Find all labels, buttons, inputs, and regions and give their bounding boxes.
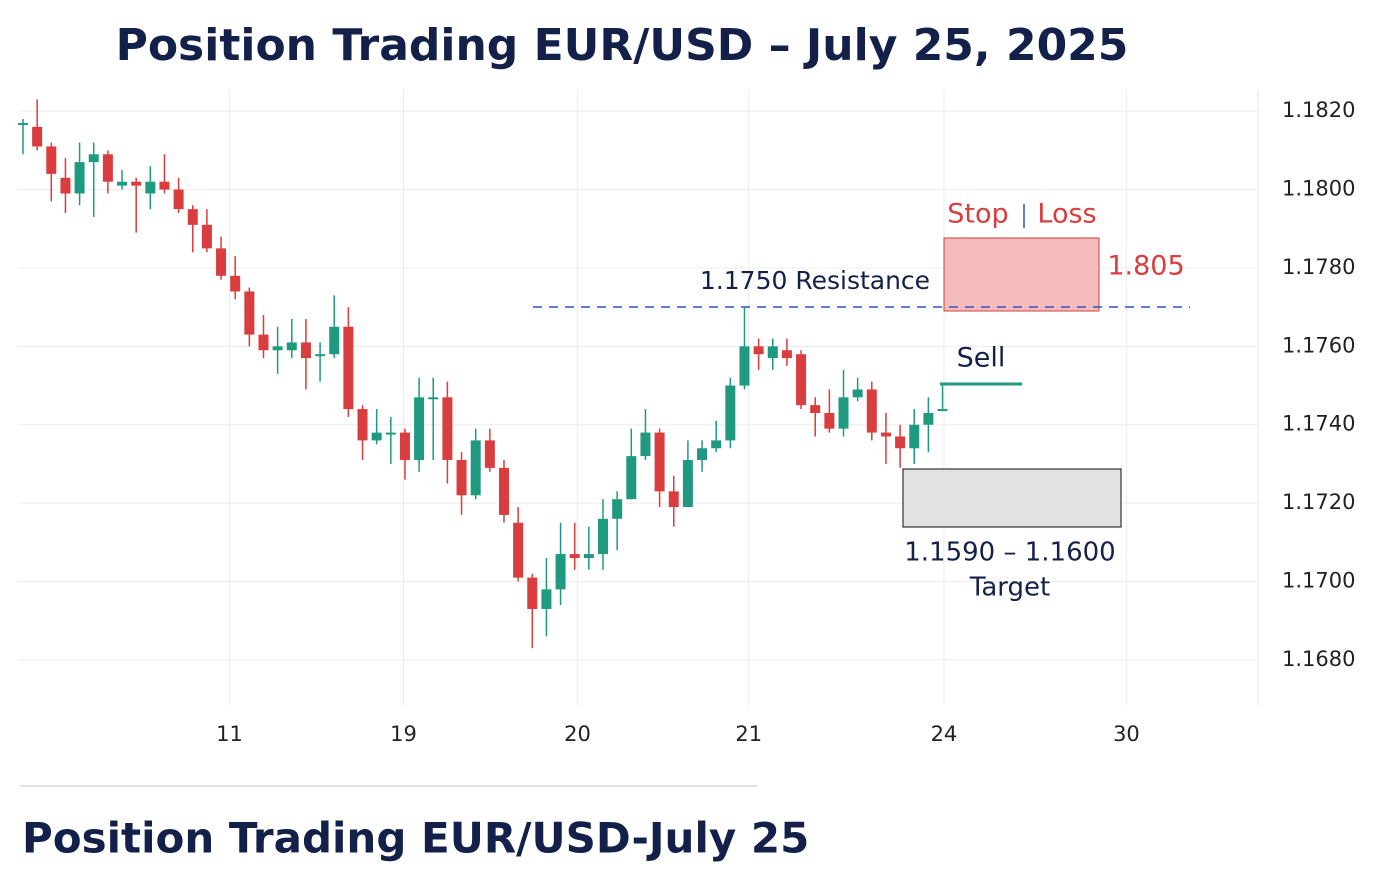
candle-body [399,432,410,461]
candle-body [598,518,609,555]
x-tick-label: 21 [735,722,762,746]
candle-body [300,342,311,359]
candle-body [513,522,524,578]
y-tick-label: 1.1820 [1282,98,1355,122]
candle-body [216,248,227,276]
y-tick-label: 1.1800 [1282,177,1355,201]
y-tick-label: 1.1720 [1282,490,1355,514]
candle-body [612,499,623,519]
candle-body [767,346,778,359]
y-tick-label: 1.1680 [1282,647,1355,671]
candle-body [315,354,326,357]
x-tick-label: 11 [216,722,243,746]
candle-body [117,181,128,186]
candle-body [159,181,170,190]
candle-body [909,424,920,449]
candle-body [187,209,198,225]
candle-body [442,397,453,461]
candle-body [880,432,891,437]
candle-body [46,146,57,174]
candle-body [711,440,722,449]
sell-label: Sell [957,343,1006,374]
candle-body [796,354,807,406]
candle-body [357,409,368,441]
candle-body [145,181,156,194]
candle-body [527,577,538,609]
candle-body [541,589,552,609]
candle-body [244,291,255,335]
candle-body [258,334,269,351]
footer-title: Position Trading EUR/USD-July 25 [22,814,809,863]
candle-body [937,409,948,412]
candle-body [626,456,637,500]
resistance-label: 1.1750 Resistance [700,266,930,295]
y-tick-label: 1.1760 [1282,333,1355,357]
candle-body [329,326,340,355]
candle-body [456,460,467,496]
candle-body [781,350,792,359]
stop-loss-zone [943,237,1100,312]
candle-body [810,405,821,413]
candle-body [866,389,877,433]
x-tick-label: 30 [1113,722,1140,746]
candle-body [682,460,693,508]
y-tick-label: 1.1780 [1282,255,1355,279]
candle-body [286,342,297,351]
x-tick-label: 24 [931,722,958,746]
candle-body [272,346,283,351]
candle-body [697,448,708,461]
candle-body [201,224,212,249]
candle-body [895,436,906,449]
candle-body [17,122,28,125]
target-range-label: 1.1590 – 1.1600 [904,538,1115,568]
candle-body [569,554,580,559]
candle-body [739,346,750,386]
candle-body [484,440,495,468]
y-tick-label: 1.1740 [1282,412,1355,436]
candle-body [555,554,566,590]
candle-body [414,397,425,461]
chart-title: Position Trading EUR/USD – July 25, 2025 [116,20,1129,71]
candle-body [583,554,594,559]
candle-body [470,440,481,496]
candle-body [824,412,835,429]
stop-label: Stop [947,199,1008,230]
candle-body [88,154,99,163]
candle-body [102,154,113,182]
candle-body [60,177,71,194]
candle-body [640,432,651,457]
candle-body [131,181,142,186]
candle-body [343,326,354,410]
candle-body [371,432,382,441]
y-tick-label: 1.1700 [1282,569,1355,593]
candle-body [923,412,934,425]
candle-body [668,491,679,508]
candle-body [838,397,849,429]
grid [18,90,1258,705]
candle-body [74,162,85,194]
candle-body [498,467,509,515]
candles [17,99,948,649]
candle-body [428,397,439,400]
x-tick-label: 20 [564,722,591,746]
target-zone [902,468,1122,528]
candle-body [230,275,241,292]
candle-body [753,346,764,355]
stop-level-label: 1.805 [1107,251,1184,282]
candle-body [173,189,184,210]
candle-body [32,126,43,147]
target-label: Target [969,573,1050,603]
candle-body [385,432,396,435]
x-tick-label: 19 [390,722,417,746]
candle-body [852,389,863,398]
candle-body [654,432,665,492]
loss-label: Loss [1037,199,1096,230]
candle-body [725,385,736,441]
